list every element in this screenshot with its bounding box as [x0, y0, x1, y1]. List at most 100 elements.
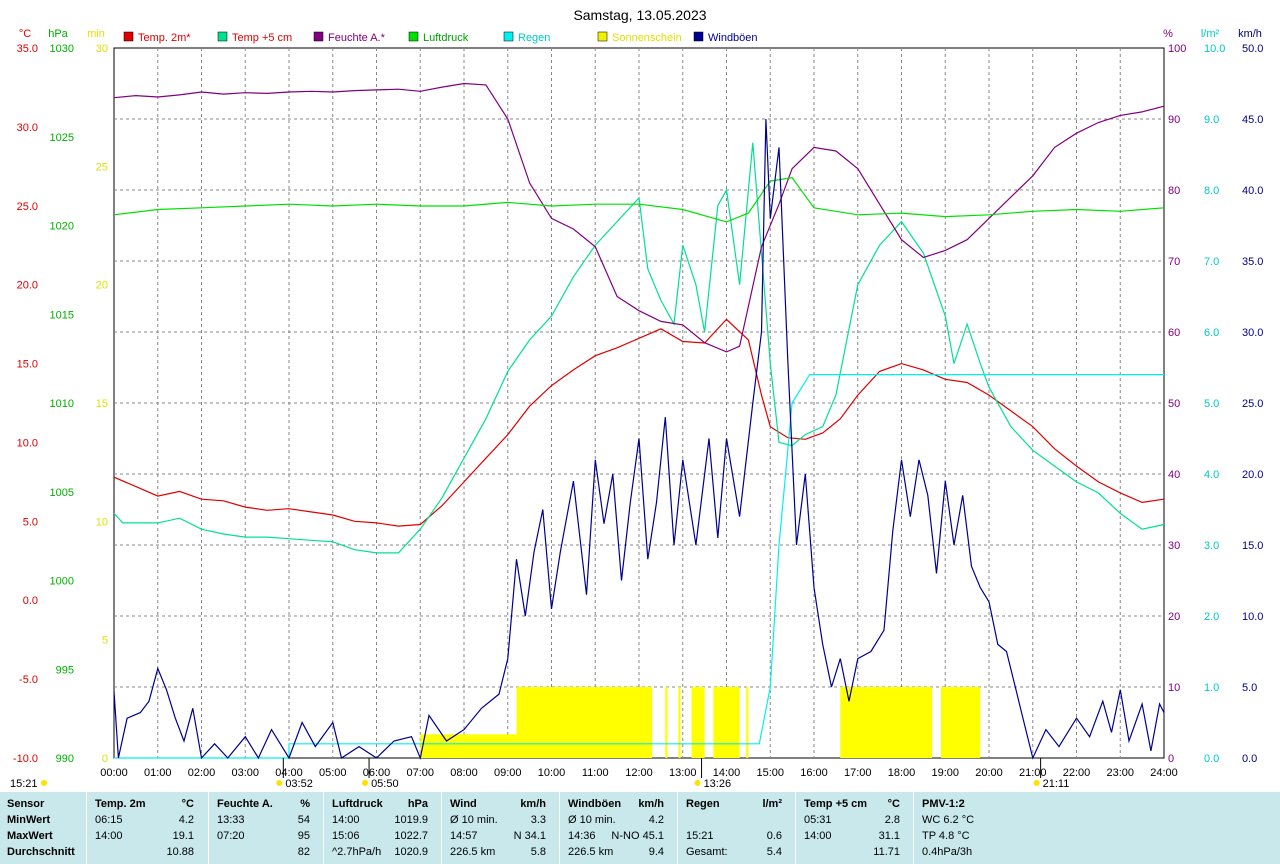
tick-label-time: 23:00	[1106, 767, 1134, 779]
table-cell-value: 82	[297, 846, 310, 858]
sun-event-label: 21:11	[1043, 778, 1070, 790]
legend-swatch	[597, 31, 608, 42]
tick-label-time: 10:00	[538, 767, 566, 779]
table-cell-note: 14:00	[95, 830, 123, 842]
table-cell-note: 06:15	[95, 814, 123, 826]
tick-label-wind: 40.0	[1242, 185, 1263, 197]
tick-label-pressure: 1015	[50, 309, 74, 321]
table-cell-note: 14:00	[804, 830, 832, 842]
tick-label-humidity: 100	[1168, 43, 1186, 55]
legend-swatch	[313, 31, 324, 42]
tick-label-time: 18:00	[888, 767, 916, 779]
table-separator	[913, 792, 914, 864]
table-cell-note: Gesamt:	[686, 846, 728, 858]
tick-labels: 35.0 30.0 25.0 20.0 15.0 10.0 5.0 0.0 -5.0 -10.0 1…	[13, 43, 1264, 779]
table-cell-value: 31.1	[878, 830, 900, 842]
tick-label-rain: 3.0	[1204, 540, 1219, 552]
table-separator	[559, 792, 560, 864]
table-cell-note: Ø 10 min.	[568, 814, 616, 826]
tick-label-wind: 25.0	[1242, 398, 1263, 410]
tick-label-pressure: 995	[56, 664, 74, 676]
table-cell-note: 226.5 km	[568, 846, 614, 858]
table-separator	[441, 792, 442, 864]
table-cell-value: 9.4	[648, 846, 664, 858]
table-cell-note: TP 4.8 °C	[922, 830, 970, 842]
tick-label-temp: 25.0	[17, 201, 38, 213]
weather-chart: Samstag, 13.05.2023 Temp. 2m* Temp +5 cm F…	[10, 7, 1264, 790]
table-header: Regen	[686, 798, 720, 810]
tick-label-time: 08:00	[450, 767, 478, 779]
tick-label-temp: 10.0	[17, 437, 38, 449]
chart-title: Samstag, 13.05.2023	[573, 7, 706, 23]
tick-label-pressure: 1010	[50, 398, 74, 410]
tick-label-time: 17:00	[844, 767, 872, 779]
tick-label-wind: 15.0	[1242, 540, 1263, 552]
table-header-unit: °C	[887, 798, 900, 810]
tick-label-rain: 9.0	[1204, 114, 1219, 126]
tick-label-time: 15:00	[756, 767, 784, 779]
table-cell-note: 13:33	[217, 814, 245, 826]
series-line	[113, 118, 1165, 761]
legend-swatch	[217, 31, 228, 42]
axis-unit-temp: °C	[19, 28, 31, 40]
table-row: MaxWert 14:00 19.1 07:20 95 15:06 1022.7 14:57 N…	[0, 830, 1280, 846]
table-header-row: Sensor Temp. 2m °C Feuchte A.% Luftdruck hPa W…	[0, 798, 1280, 814]
axis-unit-labels: °C hPa min% l/m² km/h	[19, 28, 1262, 40]
table-separator	[86, 792, 87, 864]
table-cell-value: 4.2	[648, 814, 664, 826]
tick-label-temp: 15.0	[17, 359, 38, 371]
tick-label-time: 11:00	[582, 767, 609, 779]
legend: Temp. 2m* Temp +5 cm Feuchte A.* Luftdruck R…	[123, 31, 758, 44]
tick-label-pressure: 1005	[50, 487, 74, 499]
table-separator	[677, 792, 678, 864]
tick-label-humidity: 20	[1168, 611, 1180, 623]
tick-label-sun: 25	[96, 161, 108, 173]
sun-icon	[41, 780, 47, 786]
tick-label-rain: 0.0	[1204, 753, 1219, 765]
tick-label-time: 14:00	[713, 767, 741, 779]
table-header-unit: km/h	[520, 798, 546, 810]
tick-label-rain: 4.0	[1204, 469, 1219, 481]
legend-swatch	[503, 31, 514, 42]
table-cell-value: 0.6	[766, 830, 782, 842]
sunshine-bar	[516, 687, 653, 758]
sunshine-bar	[499, 734, 517, 758]
tick-label-wind: 20.0	[1242, 469, 1263, 481]
sun-icon	[276, 780, 283, 786]
tick-label-time: 21:00	[1019, 767, 1047, 779]
rain-marker-label: 15:21	[10, 778, 38, 790]
legend-swatch	[408, 31, 419, 42]
tick-label-rain: 7.0	[1204, 256, 1219, 268]
sun-event-label: 13:26	[704, 778, 732, 790]
tick-label-time: 03:00	[231, 767, 259, 779]
tick-label-wind: 45.0	[1242, 114, 1263, 126]
table-cell-value: 95	[297, 830, 310, 842]
axis-unit-rain: l/m²	[1201, 28, 1220, 40]
tick-label-time: 05:00	[319, 767, 347, 779]
tick-label-rain: 5.0	[1204, 398, 1219, 410]
table-cell-note: ^2.7hPa/h	[332, 846, 382, 858]
table-cell-value: N 34.1	[513, 830, 546, 842]
legend-label: Windböen	[708, 32, 758, 44]
sunshine-bar	[691, 687, 705, 758]
tick-label-time: 09:00	[494, 767, 522, 779]
tick-label-time: 00:00	[100, 767, 128, 779]
stats-table: Sensor Temp. 2m °C Feuchte A.% Luftdruck hPa W…	[0, 792, 1280, 864]
tick-label-wind: 5.0	[1242, 682, 1257, 694]
tick-label-humidity: 0	[1168, 753, 1174, 765]
tick-label-temp: 35.0	[17, 43, 38, 55]
sunshine-bar	[746, 687, 749, 758]
tick-label-wind: 50.0	[1242, 43, 1263, 55]
tick-label-humidity: 90	[1168, 114, 1180, 126]
tick-label-humidity: 60	[1168, 327, 1180, 339]
sun-events: 03:52 05:50 13:26 21:11 15:21	[10, 758, 1069, 790]
grid	[114, 48, 1164, 758]
tick-label-time: 16:00	[800, 767, 828, 779]
sun-icon	[694, 780, 701, 786]
table-separator	[208, 792, 209, 864]
table-cell-value: 1020.9	[394, 846, 428, 858]
table-cell-value: 54	[297, 814, 310, 826]
tick-label-sun: 5	[102, 635, 108, 647]
tick-label-wind: 0.0	[1242, 753, 1257, 765]
table-cell-note: Ø 10 min.	[450, 814, 498, 826]
